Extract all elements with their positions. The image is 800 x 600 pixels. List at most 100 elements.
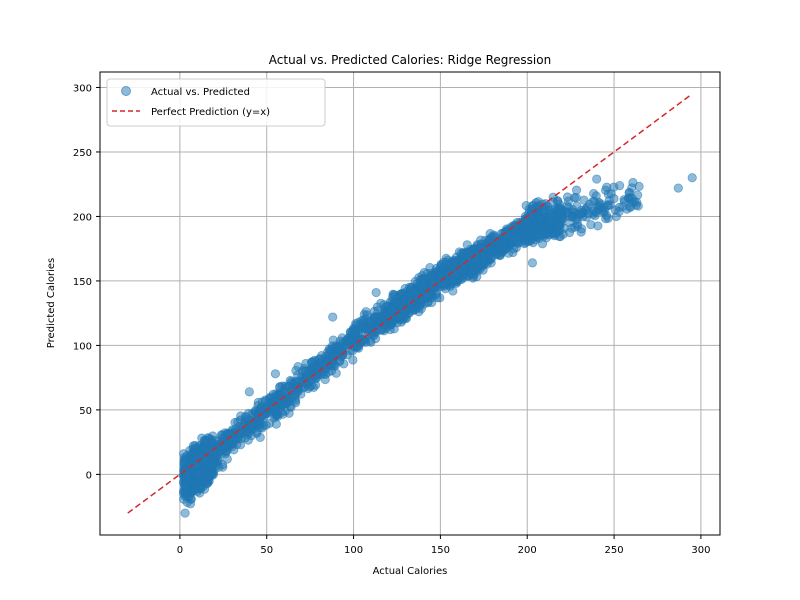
- scatter-point: [619, 196, 630, 206]
- scatter-point: [255, 412, 265, 422]
- scatter-point: [624, 188, 634, 198]
- scatter-point: [592, 174, 602, 184]
- legend: Actual vs. Predicted Perfect Prediction …: [106, 78, 326, 127]
- scatter-point: [519, 225, 529, 235]
- scatter-point: [562, 192, 573, 202]
- scatter-point: [190, 440, 200, 451]
- x-tick-label: 300: [691, 545, 710, 556]
- scatter-point: [507, 222, 517, 232]
- scatter-point: [221, 440, 231, 450]
- scatter-point: [553, 196, 563, 206]
- scatter-point: [180, 480, 190, 491]
- scatter-point: [503, 231, 514, 241]
- y-tick-label: 50: [79, 406, 92, 417]
- y-tick-label: 0: [86, 470, 92, 481]
- legend-label-scatter: Actual vs. Predicted: [151, 87, 250, 98]
- x-axis-label: Actual Calories: [373, 566, 448, 577]
- scatter-point: [553, 214, 563, 224]
- scatter-point: [594, 200, 605, 210]
- scatter-point: [216, 430, 227, 440]
- scatter-point: [410, 286, 420, 297]
- scatter-point: [395, 312, 405, 322]
- x-tick-label: 150: [431, 545, 450, 556]
- scatter-point: [603, 201, 613, 211]
- scatter-point: [192, 468, 202, 479]
- scatter-point: [572, 214, 582, 225]
- scatter-point: [446, 261, 457, 271]
- scatter-point: [535, 214, 545, 224]
- scatter-point: [244, 387, 254, 397]
- scatter-point: [365, 317, 375, 327]
- scatter-point: [201, 467, 212, 478]
- scatter-point: [328, 335, 338, 345]
- scatter-point: [564, 227, 575, 238]
- scatter-point: [571, 185, 582, 195]
- scatter-point: [427, 297, 437, 308]
- scatter-point: [419, 267, 429, 278]
- scatter-point: [371, 287, 381, 298]
- scatter-point: [545, 216, 555, 226]
- scatter-point: [395, 289, 405, 300]
- scatter-point: [209, 460, 219, 470]
- scatter-point: [515, 233, 525, 243]
- scatter-point: [687, 173, 697, 183]
- scatter-point: [270, 369, 281, 379]
- scatter-point: [348, 355, 358, 365]
- scatter-point: [530, 221, 540, 232]
- scatter-point: [536, 229, 546, 240]
- scatter-point: [634, 181, 644, 191]
- scatter-point: [333, 342, 343, 352]
- scatter-point: [303, 383, 313, 394]
- y-tick-label: 200: [73, 212, 92, 223]
- axis-ticks: 0 50 100 150 200 250 300 0 50 100 150 200 250 300: [73, 83, 711, 556]
- scatter-point: [601, 214, 611, 224]
- x-tick-label: 250: [605, 545, 624, 556]
- scatter-point: [235, 415, 246, 425]
- legend-label-line: Perfect Prediction (y=x): [151, 107, 270, 118]
- scatter-point: [275, 382, 285, 392]
- scatter-point: [602, 182, 612, 192]
- scatter-point: [527, 258, 538, 268]
- scatter-point: [372, 302, 383, 312]
- scatter-point: [537, 239, 548, 249]
- reference-line-layer: [127, 93, 693, 514]
- scatter-point: [292, 387, 303, 397]
- scatter-point: [450, 269, 460, 279]
- scatter-point: [456, 248, 466, 258]
- y-tick-label: 300: [73, 83, 92, 94]
- scatter-point: [258, 421, 268, 431]
- legend-marker-scatter: [121, 86, 131, 96]
- scatter-point: [540, 207, 550, 217]
- scatter-point: [572, 201, 582, 211]
- scatter-point: [463, 271, 473, 282]
- scatter-point: [196, 483, 206, 494]
- scatter-point: [550, 230, 560, 241]
- scatter-point: [577, 224, 587, 234]
- scatter-point: [589, 188, 599, 199]
- scatter-point: [586, 220, 596, 230]
- scatter-point: [202, 455, 212, 465]
- perfect-prediction-line: [127, 93, 693, 514]
- scatter-point: [500, 242, 510, 252]
- scatter-point: [434, 269, 444, 280]
- x-tick-label: 0: [177, 545, 183, 556]
- x-tick-label: 100: [344, 545, 363, 556]
- y-tick-label: 100: [73, 341, 92, 352]
- legend-box: [106, 78, 326, 127]
- scatter-point: [415, 275, 426, 285]
- scatter-point: [673, 183, 683, 193]
- scatter-point: [293, 362, 303, 372]
- scatter-point: [392, 298, 402, 308]
- scatter-point: [528, 200, 538, 210]
- scatter-point: [386, 305, 396, 315]
- scatter-point: [207, 437, 218, 447]
- scatter-point: [328, 312, 338, 322]
- scatter-point: [349, 325, 359, 335]
- scatter-point: [625, 202, 635, 212]
- scatter-point: [577, 207, 587, 218]
- scatter-point: [462, 240, 472, 250]
- scatter-point: [615, 180, 625, 191]
- scatter-point: [252, 428, 262, 438]
- chart-title: Actual vs. Predicted Calories: Ridge Reg…: [269, 53, 551, 67]
